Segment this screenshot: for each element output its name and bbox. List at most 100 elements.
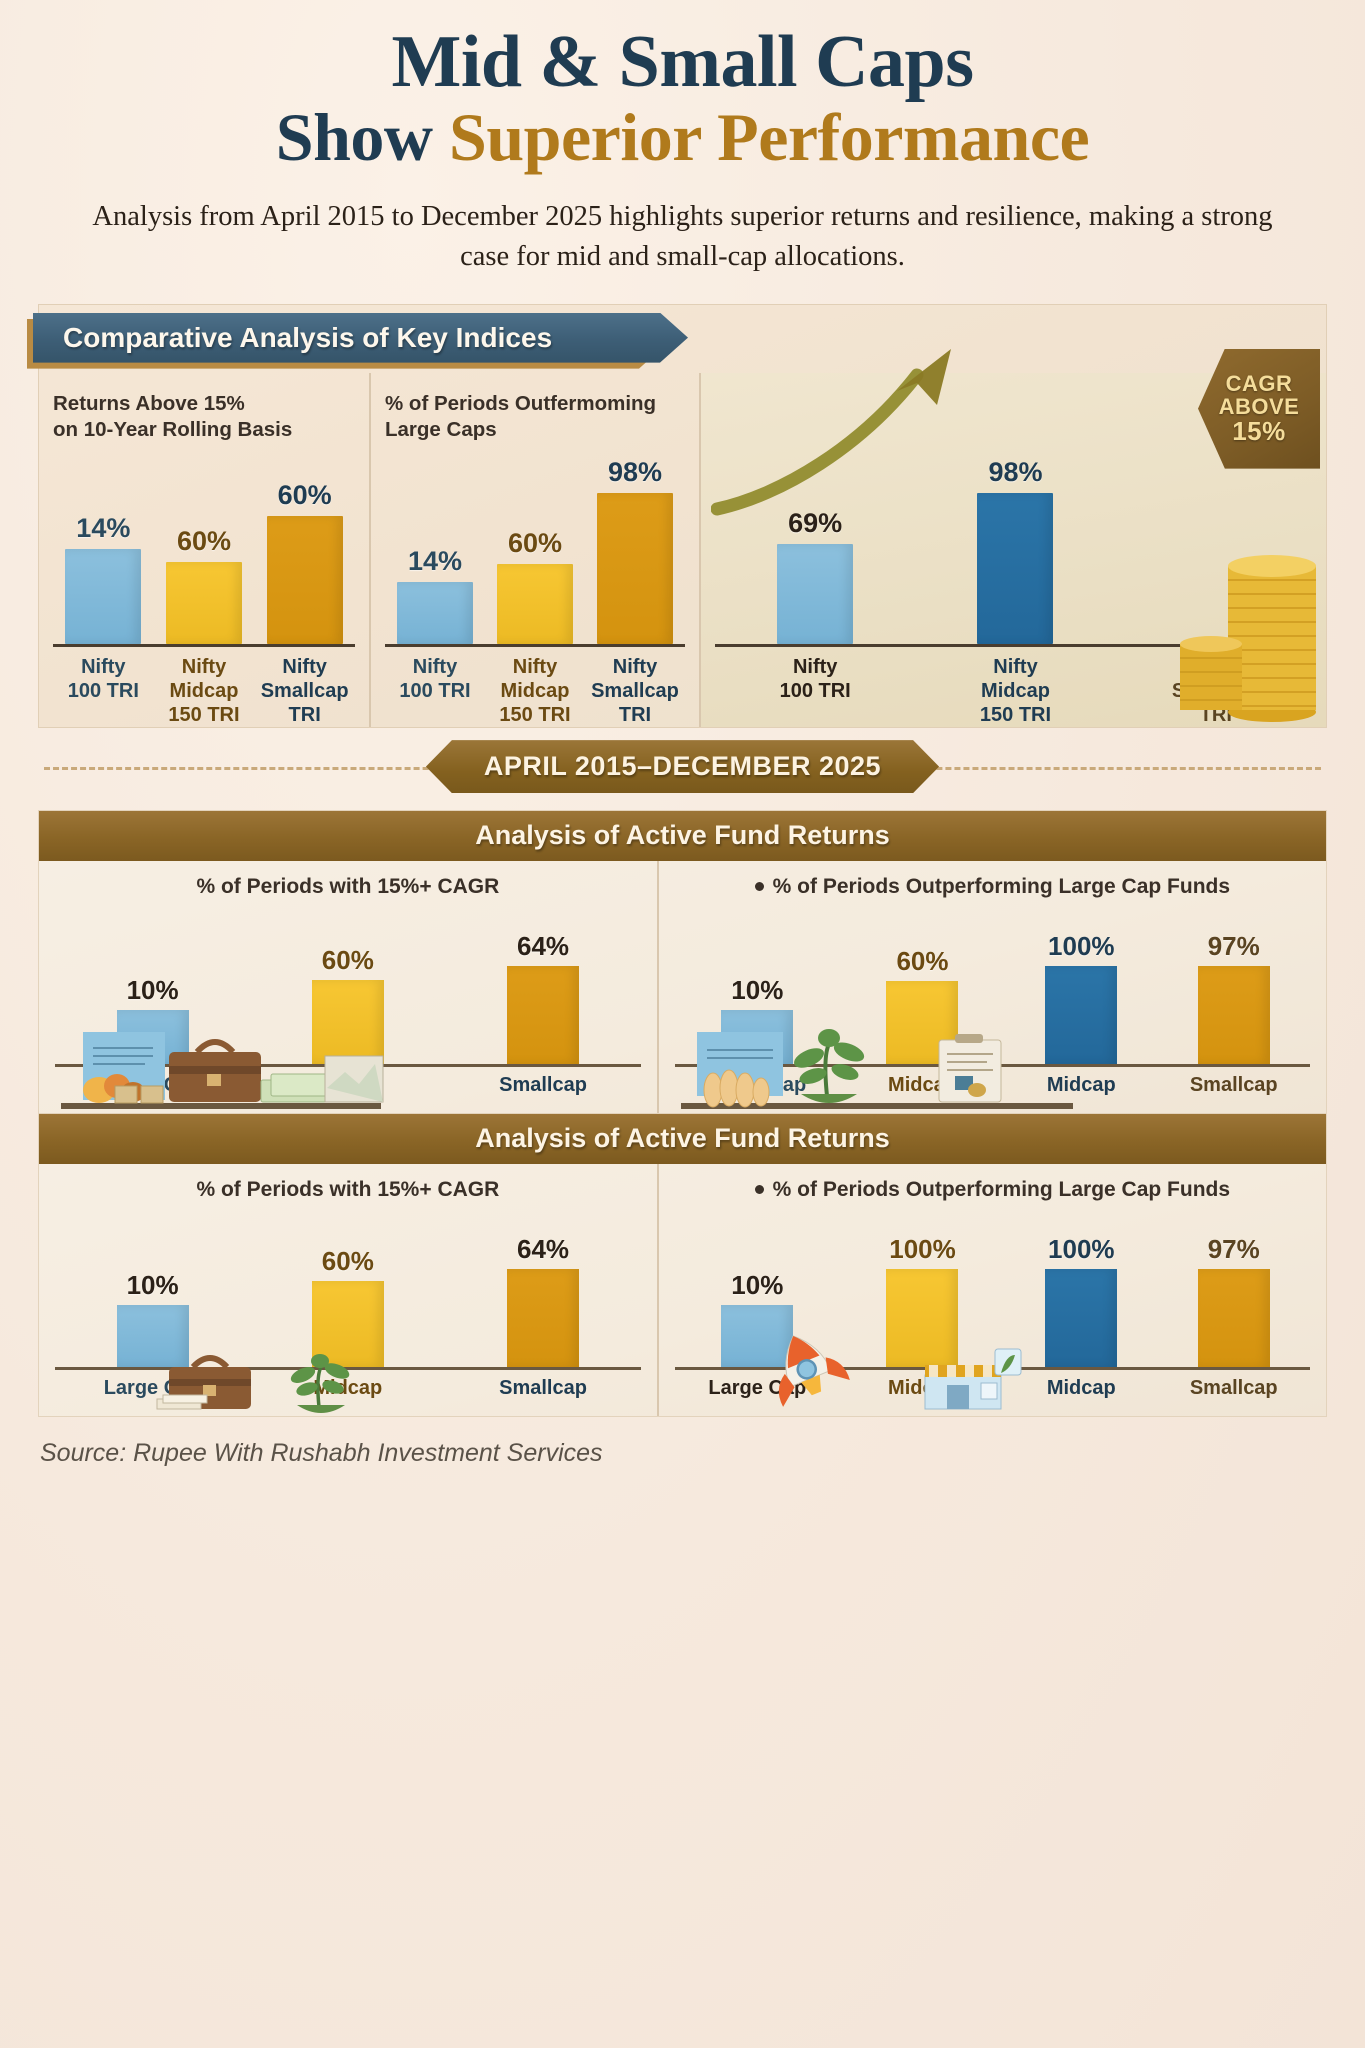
bar-value: 98% — [988, 456, 1043, 487]
chart-e: 10% 60% 100% 97% Large Cap Midcap Midcap… — [674, 931, 1310, 1107]
bar — [116, 1009, 189, 1064]
bar-value: 69% — [788, 507, 843, 538]
page-title-line1: Mid & Small Caps — [391, 21, 974, 103]
section3-panels: % of Periods with 15%+ CAGR — [39, 1163, 1326, 1416]
bar — [507, 1268, 580, 1367]
chart-a: 14% 60% 60% Nifty 100 TRI Nifty Midcap 150 … — [53, 457, 355, 727]
bar-group: 14% — [397, 457, 473, 644]
bar — [65, 548, 142, 644]
chart-g: 10% 100% 100% 97% Large Cap Midcap Midca… — [674, 1234, 1310, 1410]
cagr-badge-line2: ABOVE — [1218, 393, 1300, 419]
bar-group: 97% — [1158, 931, 1310, 1064]
panel-b-title-line1: % of Periods Outfermoming — [385, 391, 657, 415]
source-note: Source: Rupee With Rushabh Investment Se… — [40, 1438, 603, 1467]
bar — [165, 561, 242, 644]
bar-value: 64% — [517, 930, 570, 961]
section2-header: Analysis of Active Fund Returns — [39, 810, 1326, 861]
bar — [266, 515, 343, 644]
bar-group: 98% — [597, 457, 673, 644]
bar-value: 10% — [731, 974, 784, 1005]
axis-label: Large Cap — [103, 1376, 202, 1399]
bar — [777, 543, 854, 644]
bar-group: 100% — [1005, 931, 1157, 1064]
bar — [497, 563, 573, 644]
bar-value: 97% — [1207, 930, 1260, 961]
section2-panels: % of Periods with 15%+ CAGR — [39, 860, 1326, 1113]
bar-group: 60% — [165, 457, 242, 644]
section2-right-title-wrap: % of Periods Outperforming Large Cap Fun… — [675, 875, 1310, 899]
bar-group: 10% — [55, 1234, 250, 1367]
bar-group: 60% — [266, 457, 343, 644]
bar-group: 10% — [675, 1234, 840, 1367]
bar — [721, 1304, 794, 1367]
date-range-strip: APRIL 2015–DECEMBER 2025 — [38, 732, 1327, 802]
bar — [886, 980, 959, 1064]
bar-value: 10% — [126, 1269, 179, 1300]
axis-label: Nifty 100 TRI — [779, 655, 851, 702]
bar-group: 97% — [1158, 1234, 1310, 1367]
axis-label: Nifty Midcap 150 TRI — [499, 655, 571, 726]
coin-stack-icon — [1180, 554, 1316, 722]
axis-label: Nifty Midcap 150 TRI — [979, 655, 1052, 726]
axis-label: Smallcap — [1189, 1073, 1278, 1096]
bar-group: 69% — [777, 457, 854, 644]
bar-value: 98% — [607, 456, 663, 487]
axis-label: Smallcap — [499, 1073, 587, 1096]
chart-b: 14% 60% 98% Nifty 100 TRI Nifty Midcap 150 … — [385, 457, 685, 727]
axis-label: Midcap — [888, 1073, 957, 1096]
bar-value: 60% — [277, 479, 332, 510]
date-range-label: APRIL 2015–DECEMBER 2025 — [426, 740, 939, 793]
section2-left-title: % of Periods with 15%+ CAGR — [196, 874, 500, 898]
bar — [597, 492, 673, 644]
bar-value: 60% — [896, 945, 949, 976]
chart-d: 10% 60% 64% Large Cap Midcap Smallcap — [55, 931, 641, 1107]
chart-a-axis: Nifty 100 TRI Nifty Midcap 150 TRI Nifty Sma… — [53, 647, 355, 727]
axis-label: Midcap — [888, 1376, 957, 1399]
bar — [886, 1268, 959, 1367]
axis-label: Midcap — [1046, 1073, 1116, 1096]
axis-label: Large Cap — [103, 1073, 202, 1096]
bar-group: 10% — [675, 931, 840, 1064]
chart-e-axis: Large Cap Midcap Midcap Smallcap — [675, 1067, 1310, 1097]
axis-label: Midcap — [1046, 1376, 1116, 1399]
bullet-icon — [754, 882, 764, 892]
bar — [977, 492, 1054, 644]
bar — [507, 965, 580, 1064]
bar-group: 60% — [840, 931, 1005, 1064]
bar-group: 98% — [977, 456, 1054, 644]
panel-periods-15-cagr-1: % of Periods with 15%+ CAGR — [39, 861, 657, 1113]
bar-group: 100% — [1005, 1234, 1157, 1367]
axis-label: Smallcap — [499, 1376, 587, 1399]
bar — [311, 979, 384, 1064]
chart-b-axis: Nifty 100 TRI Nifty Midcap 150 TRI Nifty Sma… — [385, 647, 685, 727]
panel-periods-outperforming-indices: % of Periods Outfermoming Large Caps 14%… — [369, 372, 699, 727]
section1-panels: Returns Above 15% on 10-Year Rolling Bas… — [39, 348, 1326, 727]
bar — [1045, 1268, 1118, 1367]
section3-left-title: % of Periods with 15%+ CAGR — [196, 1177, 500, 1201]
panel-cagr-above-15: CAGR ABOVE 15% — [699, 348, 1326, 727]
bar-value: 97% — [1207, 1233, 1260, 1264]
chart-a-plot: 14% 60% 60% — [53, 457, 355, 647]
chart-d-axis: Large Cap Midcap Smallcap — [55, 1067, 641, 1097]
axis-label: Midcap — [313, 1073, 383, 1096]
bar — [1045, 965, 1118, 1064]
page-subtitle: Analysis from April 2015 to December 202… — [92, 200, 1273, 273]
panel-b-title-line2: Large Caps — [385, 418, 497, 442]
chart-e-plot: 10% 60% 100% 97% — [674, 931, 1310, 1067]
panel-periods-15-cagr-2: % of Periods with 15%+ CAGR — [39, 1164, 657, 1416]
chart-c-plot: 69% 98% — [715, 457, 1316, 647]
section-active-fund-returns-2: Analysis of Active Fund Returns % of Per… — [38, 1113, 1327, 1417]
section-comparative-indices: Comparative Analysis of Key Indices Retu… — [38, 303, 1327, 728]
page-header: Mid & Small Caps Show Superior Performan… — [38, 0, 1327, 278]
page-title-show: Show — [275, 98, 450, 175]
bar-group: 60% — [250, 1234, 445, 1367]
bar — [311, 1280, 384, 1367]
bar-value: 60% — [321, 1245, 374, 1276]
panel-b-title: % of Periods Outfermoming Large Caps — [385, 391, 685, 444]
chart-d-plot: 10% 60% 64% — [55, 931, 641, 1067]
panel-periods-outperforming-funds-2: % of Periods Outperforming Large Cap Fun… — [656, 1163, 1326, 1416]
section1-header: Comparative Analysis of Key Indices — [33, 313, 688, 363]
bullet-icon — [754, 1185, 764, 1195]
